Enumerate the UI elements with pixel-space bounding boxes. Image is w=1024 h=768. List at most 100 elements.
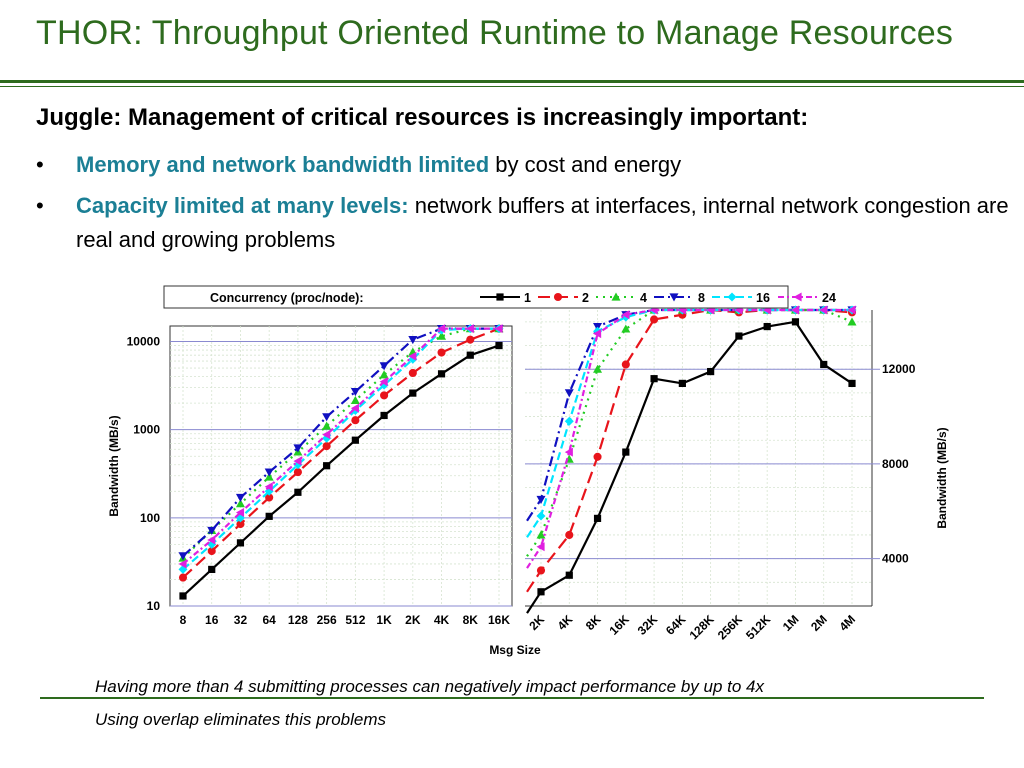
right-x-tick-label: 512K (743, 612, 773, 642)
left-x-tick-label: 16 (205, 613, 219, 627)
left-x-tick-label: 512 (345, 613, 365, 627)
left-data-point-2 (322, 442, 331, 451)
left-data-point-24 (350, 403, 359, 413)
right-y-axis-label: Bandwidth (MB/s) (935, 427, 949, 528)
right-data-point-16 (536, 511, 546, 521)
left-data-point-24 (465, 324, 474, 334)
right-data-point-24 (564, 447, 573, 457)
right-data-point-24 (593, 329, 602, 339)
legend-entry-label: 2 (582, 291, 589, 305)
right-data-point-24 (621, 310, 630, 320)
left-data-point-2 (207, 547, 216, 556)
left-x-tick-label: 4K (434, 613, 450, 627)
left-data-point-8 (207, 526, 217, 535)
right-data-point-24 (847, 305, 856, 315)
legend-marker-8 (669, 293, 679, 302)
left-data-point-24 (293, 456, 302, 466)
left-data-point-1 (179, 592, 187, 600)
left-data-point-8 (379, 362, 389, 371)
legend-marker-2 (553, 292, 563, 302)
left-data-point-1 (351, 436, 359, 444)
left-x-tick-label: 32 (234, 613, 248, 627)
legend-marker-1 (496, 293, 504, 301)
left-x-tick-label: 256 (317, 613, 337, 627)
right-y-tick-label: 8000 (882, 457, 909, 471)
left-data-point-1 (323, 462, 331, 470)
left-data-point-1 (409, 389, 417, 397)
right-x-tick-label: 16K (606, 612, 632, 638)
right-data-point-16 (564, 416, 574, 426)
right-data-point-1 (848, 379, 856, 388)
left-data-point-24 (322, 430, 331, 440)
left-series-line-1 (182, 344, 500, 597)
left-data-point-1 (437, 370, 446, 378)
right-y-tick-label: 12000 (882, 362, 916, 376)
left-data-point-24 (235, 507, 245, 517)
left-data-point-2 (351, 416, 360, 425)
right-data-point-24 (790, 305, 800, 315)
bullet-dot: • (36, 193, 44, 218)
right-data-point-1 (820, 360, 828, 369)
right-data-point-1 (650, 375, 658, 383)
left-data-point-1 (380, 411, 388, 420)
right-data-point-1 (537, 588, 545, 596)
caption-1: Having more than 4 submitting processes … (95, 677, 765, 696)
right-x-tick-label: 2K (526, 612, 547, 633)
left-x-tick-label: 128 (288, 613, 308, 627)
bullet-text: Capacity limited at many levels: network… (76, 189, 1016, 257)
left-x-tick-label: 8K (463, 613, 479, 627)
left-data-point-2 (408, 368, 417, 378)
right-data-point-2 (650, 315, 659, 324)
right-data-point-2 (536, 566, 546, 575)
left-data-point-4 (322, 421, 332, 430)
left-data-point-2 (380, 391, 389, 400)
right-data-point-2 (621, 360, 630, 369)
right-x-tick-label: 128K (687, 612, 717, 642)
left-data-point-8 (350, 388, 360, 397)
bullet-highlight: Memory and network bandwidth limited (76, 152, 490, 177)
left-data-point-2 (265, 493, 274, 502)
left-data-point-24 (408, 351, 417, 361)
left-x-tick-label: 8 (180, 613, 187, 627)
bullet-rest: by cost and energy (489, 152, 682, 177)
right-x-tick-label: 8K (583, 612, 604, 633)
legend-entry-label: 24 (822, 291, 836, 305)
legend-entry-label: 1 (524, 291, 531, 305)
right-x-tick-label: 256K (715, 612, 745, 642)
left-data-point-24 (379, 377, 388, 387)
right-data-point-2 (593, 452, 602, 461)
left-data-point-1 (466, 351, 474, 359)
left-data-point-4 (379, 370, 389, 379)
left-data-point-8 (178, 552, 188, 561)
left-data-point-1 (236, 539, 245, 547)
right-x-tick-label: 1M (780, 612, 802, 634)
bullet-text: Memory and network bandwidth limited by … (76, 148, 1016, 182)
left-y-tick-label: 1000 (133, 423, 160, 437)
caption-divider (40, 697, 984, 699)
left-data-point-16 (235, 513, 245, 523)
left-y-axis-label: Bandwidth (MB/s) (107, 415, 121, 516)
right-data-point-1 (707, 367, 715, 376)
left-data-point-8 (322, 413, 332, 422)
left-y-tick-label: 10 (147, 599, 161, 613)
right-data-point-24 (536, 542, 545, 552)
right-x-tick-label: 64K (663, 612, 689, 638)
right-x-tick-label: 4M (836, 612, 858, 634)
left-data-point-24 (437, 324, 446, 334)
left-x-tick-label: 16K (488, 613, 510, 627)
legend-entry-label: 4 (640, 291, 647, 305)
left-x-tick-label: 2K (405, 613, 421, 627)
left-data-point-24 (207, 535, 216, 545)
left-data-point-2 (293, 468, 302, 477)
left-data-point-2 (236, 520, 245, 529)
right-data-point-8 (564, 389, 574, 398)
left-data-point-1 (495, 341, 503, 350)
right-data-point-2 (565, 530, 574, 540)
section-heading: Juggle: Management of critical resources… (36, 104, 809, 131)
left-data-point-16 (408, 354, 418, 364)
left-data-point-4 (350, 395, 360, 404)
left-series-line-8 (182, 327, 499, 557)
left-x-tick-label: 64 (263, 613, 277, 627)
right-data-point-4 (593, 364, 603, 373)
